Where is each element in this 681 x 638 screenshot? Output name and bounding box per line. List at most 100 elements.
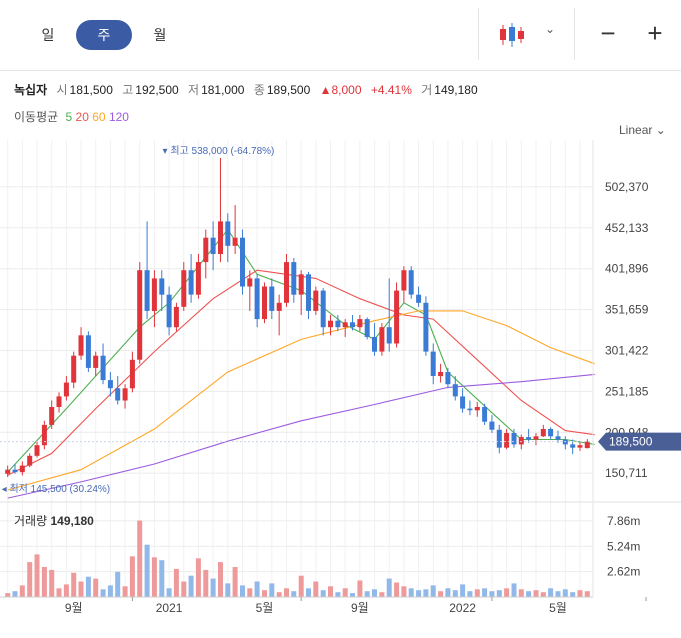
zoom-in-button[interactable]: + [647, 18, 663, 48]
volume-bar [584, 591, 590, 597]
tab-week[interactable]: 주 [76, 20, 132, 50]
volume-bar [350, 593, 355, 597]
candle-body [423, 302, 429, 352]
volume-bar [100, 589, 106, 597]
volume-bar [159, 560, 165, 597]
volume-bar [269, 583, 275, 597]
candle-body [100, 355, 106, 381]
candle-body [159, 278, 165, 295]
volume-bar [504, 588, 510, 597]
volume-bar [467, 591, 473, 597]
volume-bar [63, 584, 69, 597]
ma-20[interactable]: 20 [75, 110, 89, 124]
volume-bar [115, 571, 121, 597]
volume-panel-label: 거래량 149,180 [14, 512, 94, 529]
volume-bar [218, 562, 223, 597]
ma-5[interactable]: 5 [65, 110, 73, 124]
volume-bar [401, 586, 407, 597]
volume-bar [291, 591, 297, 597]
candle-body [379, 327, 385, 352]
candle-body [504, 433, 510, 448]
volume-bar [452, 590, 458, 597]
volume-bar [328, 586, 333, 597]
candle-body [584, 441, 590, 449]
volume-bar [540, 592, 546, 597]
volume-bar [181, 581, 187, 597]
candle-body [12, 469, 18, 473]
candlestick-type-icon[interactable] [498, 22, 526, 48]
ma-60[interactable]: 60 [92, 110, 106, 124]
volume-bar [173, 568, 179, 597]
candle-body [63, 382, 69, 397]
candle-body [555, 436, 561, 440]
volume-panel-title: 거래량 [14, 514, 48, 528]
price-tick-label: 452,133 [605, 221, 649, 235]
candle-body [394, 290, 400, 344]
tab-month[interactable]: 월 [153, 27, 167, 43]
scale-selector[interactable]: Linear ⌄ [619, 123, 666, 137]
scale-label: Linear [619, 123, 653, 137]
candle-body [284, 262, 289, 303]
candle-body [408, 270, 414, 295]
volume-bar [526, 591, 532, 597]
volume-tick-label: 7.86m [607, 514, 640, 528]
candle-body [151, 278, 157, 311]
zoom-out-button[interactable]: − [600, 18, 616, 48]
candle-body [430, 351, 436, 376]
volume-bar [298, 575, 304, 597]
candle-body [34, 445, 40, 456]
tab-day[interactable]: 일 [41, 27, 55, 43]
candle-body [210, 237, 216, 254]
candle-body [218, 221, 223, 254]
candle-body [570, 444, 576, 448]
candle-body [482, 407, 488, 422]
candle-body [445, 372, 451, 385]
volume-bar [122, 586, 128, 597]
volume-bar [430, 585, 436, 597]
price-tick-label: 150,711 [605, 466, 648, 480]
candle-body [276, 302, 282, 311]
x-tick-label: 2022 [449, 601, 476, 615]
volume-bar [357, 580, 363, 597]
candle-body [364, 319, 370, 337]
volume-bar [570, 592, 576, 597]
low-label: 저 [188, 83, 200, 97]
chevron-down-icon[interactable]: ⌄ [545, 22, 556, 36]
change-value: ▲8,000 [319, 83, 362, 97]
volume-bar [188, 575, 194, 597]
ma-120[interactable]: 120 [108, 110, 129, 124]
volume-bar [416, 590, 422, 597]
volume-bar [41, 567, 47, 597]
candle-body [129, 359, 135, 389]
x-tick-label: 2021 [156, 601, 183, 615]
candle-body [467, 408, 473, 411]
current-price-badge [598, 432, 681, 451]
volume-bar [577, 590, 583, 597]
candle-body [27, 455, 33, 466]
candle-body [269, 286, 275, 311]
chevron-down-icon: ⌄ [655, 123, 666, 137]
volume-label: 거 [421, 83, 433, 97]
candle-body [489, 421, 495, 430]
volume-bar [210, 578, 216, 597]
candle-body [195, 262, 201, 295]
volume-bar [394, 582, 400, 597]
volume-tick-label: 2.62m [607, 565, 640, 579]
x-tick-label: 5월 [549, 601, 567, 615]
volume-bar [438, 591, 444, 597]
candle-body [511, 433, 517, 445]
candle-body [320, 290, 326, 328]
candle-body [41, 424, 47, 446]
x-tick-label: 9월 [65, 601, 83, 615]
volume-tick-label: 5.24m [607, 539, 640, 553]
candle-body [496, 429, 502, 448]
volume-bar [342, 588, 348, 597]
x-tick-label: 9월 [351, 601, 369, 615]
volume-bar [284, 588, 289, 597]
volume-bar [386, 578, 392, 597]
divider [574, 8, 575, 60]
candle-body [19, 465, 25, 473]
candle-body [298, 274, 304, 295]
volume-bar [225, 583, 231, 597]
